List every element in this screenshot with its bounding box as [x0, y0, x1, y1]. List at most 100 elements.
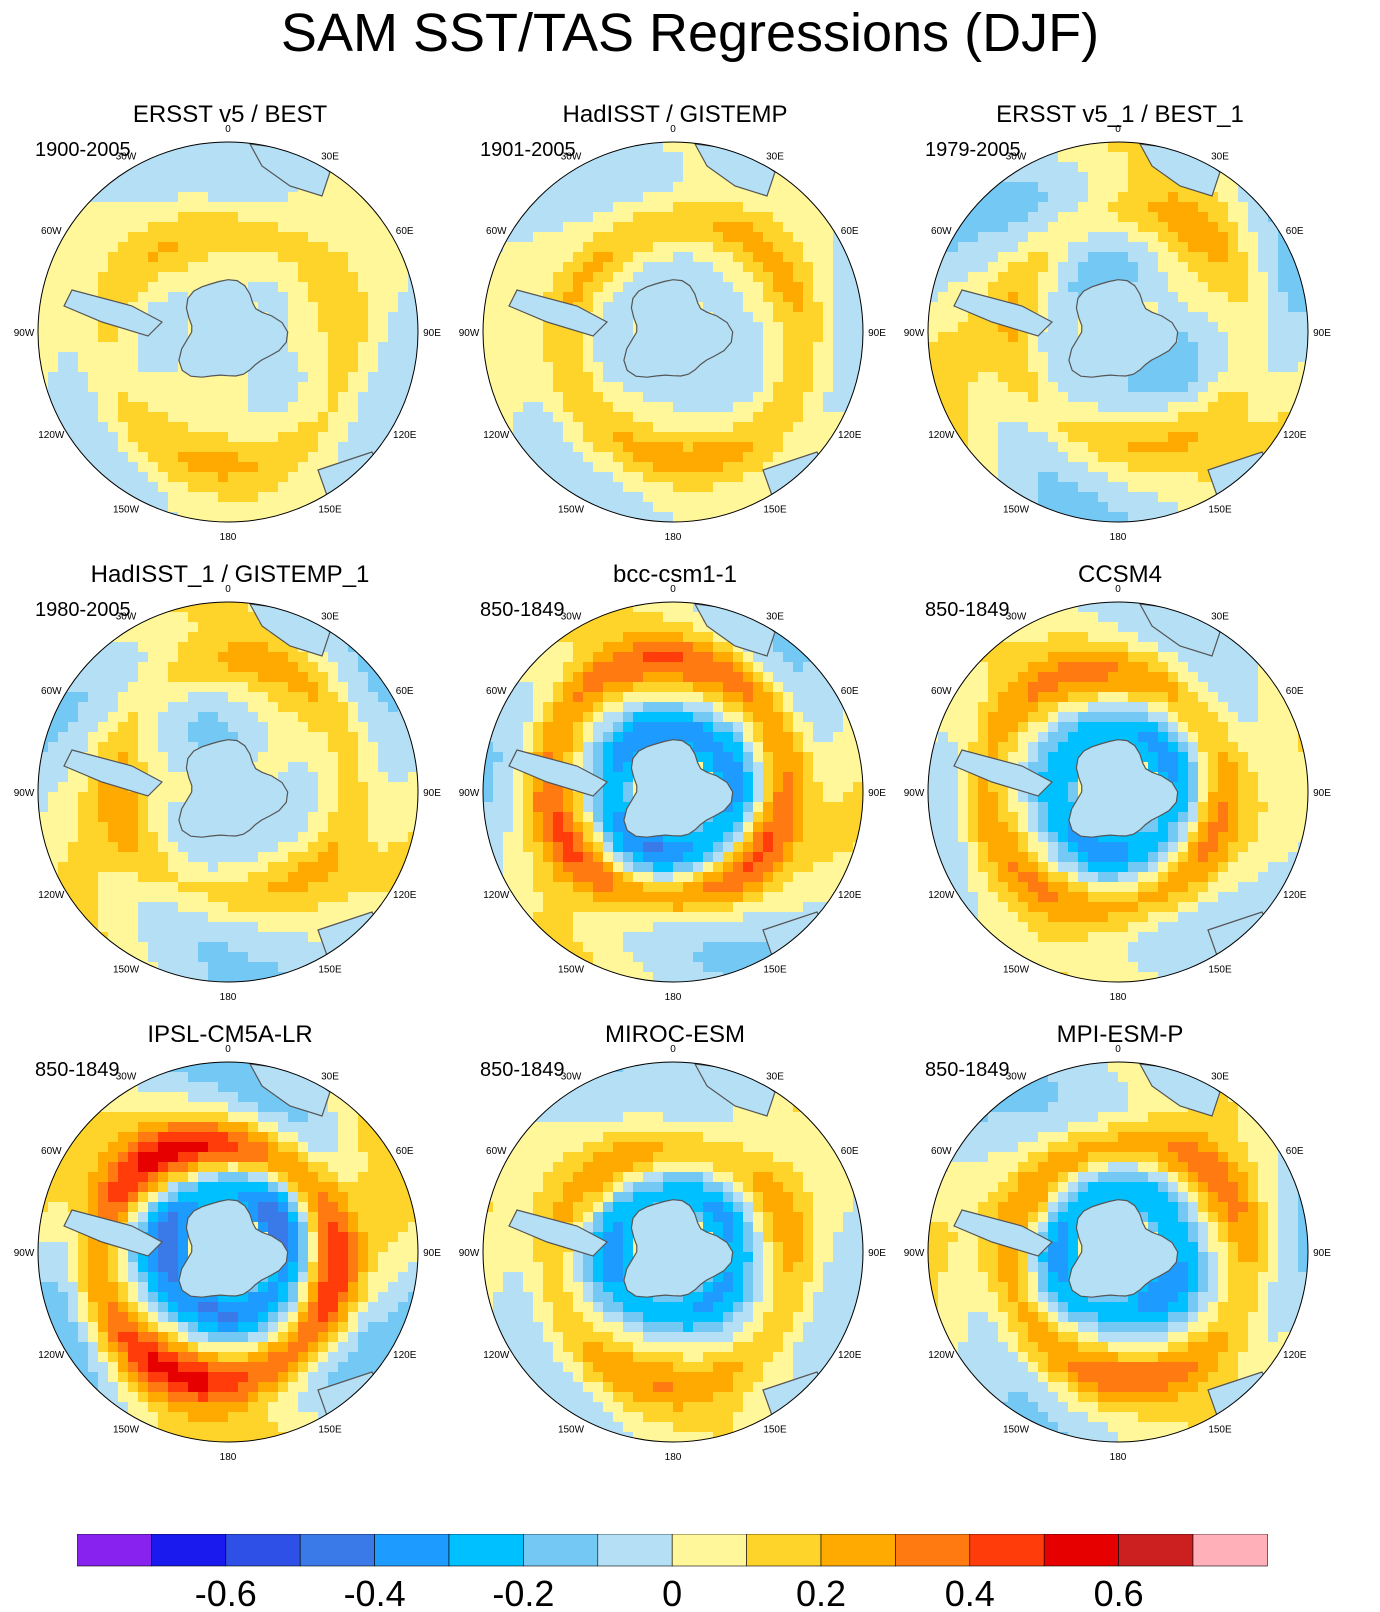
- field-cell: [663, 242, 674, 253]
- field-cell: [613, 642, 624, 653]
- field-cell: [208, 382, 219, 393]
- antarctica-landmass: [623, 279, 734, 378]
- field-cell: [673, 182, 684, 193]
- field-cell: [823, 422, 834, 433]
- field-cell: [298, 192, 309, 203]
- field-cell: [178, 942, 189, 953]
- field-cell: [1248, 372, 1259, 383]
- field-cell: [388, 802, 399, 813]
- field-cell: [823, 252, 834, 263]
- field-cell: [408, 392, 418, 403]
- field-cell: [633, 242, 644, 253]
- field-cell: [148, 862, 159, 873]
- field-cell: [178, 722, 189, 733]
- longitude-label: 60W: [931, 226, 952, 237]
- field-cell: [1258, 392, 1269, 403]
- field-cell: [158, 712, 169, 723]
- field-cell: [398, 752, 409, 763]
- field-cell: [148, 392, 159, 403]
- field-cell: [1068, 322, 1079, 333]
- field-cell: [533, 322, 544, 333]
- field-cell: [198, 182, 209, 193]
- field-cell: [833, 302, 844, 313]
- field-cell: [813, 252, 824, 263]
- field-cell: [603, 332, 614, 343]
- field-cell: [348, 762, 359, 773]
- field-cell: [308, 712, 319, 723]
- field-cell: [98, 422, 109, 433]
- field-cell: [88, 282, 99, 293]
- field-cell: [358, 292, 369, 303]
- field-cell: [813, 422, 824, 433]
- field-cell: [1008, 262, 1019, 273]
- field-cell: [713, 492, 724, 503]
- field-cell: [1258, 302, 1269, 313]
- field-cell: [683, 642, 694, 653]
- field-cell: [1028, 242, 1039, 253]
- field-cell: [593, 622, 604, 633]
- field-cell: [138, 282, 149, 293]
- field-cell: [1218, 262, 1229, 273]
- field-cell: [268, 632, 279, 643]
- field-cell: [563, 462, 574, 473]
- field-cell: [338, 302, 349, 313]
- field-cell: [1088, 212, 1099, 223]
- field-cell: [1018, 192, 1029, 203]
- field-cell: [318, 862, 329, 873]
- field-cell: [168, 432, 179, 443]
- field-cell: [138, 952, 149, 963]
- field-cell: [713, 382, 724, 393]
- field-cell: [493, 242, 504, 253]
- field-cell: [533, 652, 544, 663]
- field-cell: [663, 212, 674, 223]
- field-cell: [1028, 362, 1039, 373]
- field-cell: [208, 642, 219, 653]
- field-cell: [288, 142, 299, 153]
- field-cell: [1138, 492, 1149, 503]
- field-cell: [1058, 192, 1069, 203]
- field-cell: [238, 842, 249, 853]
- field-cell: [713, 472, 724, 483]
- field-cell: [128, 632, 139, 643]
- field-cell: [158, 382, 169, 393]
- field-cell: [1208, 452, 1219, 463]
- field-cell: [753, 332, 764, 343]
- field-cell: [318, 192, 329, 203]
- field-cell: [228, 732, 239, 743]
- field-cell: [98, 432, 109, 443]
- field-cell: [663, 402, 674, 413]
- field-cell: [298, 422, 309, 433]
- field-cell: [198, 272, 209, 283]
- field-cell: [653, 182, 664, 193]
- field-cell: [268, 732, 279, 743]
- field-cell: [1118, 482, 1129, 493]
- field-cell: [1278, 402, 1289, 413]
- field-cell: [218, 642, 229, 653]
- field-cell: [1068, 262, 1079, 273]
- field-cell: [78, 902, 89, 913]
- field-cell: [318, 722, 329, 733]
- field-cell: [188, 652, 199, 663]
- field-cell: [208, 252, 219, 263]
- field-cell: [268, 212, 279, 223]
- field-cell: [673, 202, 684, 213]
- field-cell: [348, 912, 359, 923]
- field-cell: [693, 172, 704, 183]
- field-cell: [148, 212, 159, 223]
- field-cell: [733, 352, 744, 363]
- field-cell: [348, 902, 359, 913]
- field-cell: [368, 742, 379, 753]
- field-cell: [388, 252, 399, 263]
- field-cell: [178, 242, 189, 253]
- field-cell: [148, 242, 159, 253]
- field-cell: [388, 332, 399, 343]
- field-cell: [938, 292, 949, 303]
- field-cell: [1238, 432, 1249, 443]
- field-cell: [623, 202, 634, 213]
- field-cell: [188, 602, 199, 613]
- field-cell: [318, 912, 329, 923]
- field-cell: [388, 402, 399, 413]
- field-cell: [753, 492, 764, 503]
- field-cell: [1158, 292, 1169, 303]
